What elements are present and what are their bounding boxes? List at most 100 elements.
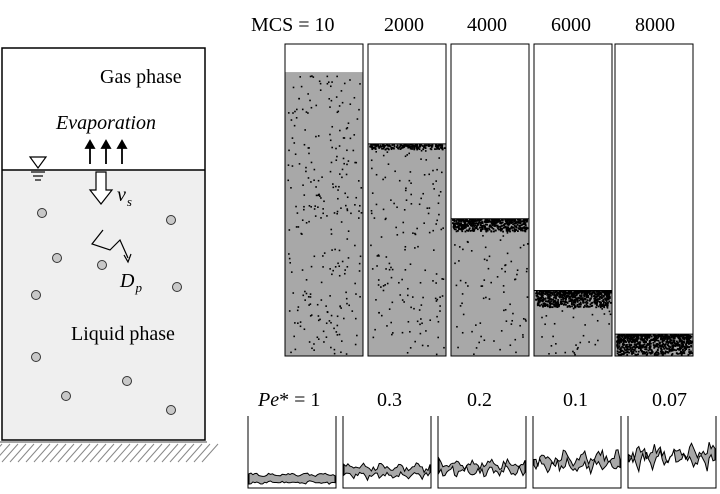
hatch-stroke xyxy=(25,443,43,463)
liquid-fill xyxy=(451,218,529,356)
time-panel-0 xyxy=(284,43,364,357)
hatch-stroke xyxy=(169,443,187,463)
particle-dots xyxy=(541,292,612,356)
hatch-stroke xyxy=(89,443,107,463)
panel-background xyxy=(533,416,621,488)
hatch-stroke xyxy=(1,443,19,463)
time-panel-2 xyxy=(450,43,530,357)
container-outline xyxy=(1,47,206,441)
liquid-phase-label: Liquid phase xyxy=(71,323,175,345)
hatch-stroke xyxy=(17,443,35,463)
panel-frame xyxy=(614,43,694,357)
particle-dots xyxy=(370,145,445,356)
evaporation-arrows xyxy=(84,139,128,164)
pe-label-1: 0.3 xyxy=(377,389,402,411)
time-panel-1 xyxy=(367,43,447,357)
hatch-stroke xyxy=(121,443,139,463)
pe-label-4: 0.07 xyxy=(652,389,687,411)
pe-panel-0 xyxy=(247,416,337,489)
time-evolution: MCS = 10 2000 4000 6000 8000 xyxy=(251,14,694,357)
hatch-stroke xyxy=(33,443,51,463)
mcs-label-1: 2000 xyxy=(384,14,424,36)
particle xyxy=(61,391,71,401)
diffusion-path xyxy=(91,229,132,264)
hatch-stroke xyxy=(57,443,75,463)
particle xyxy=(52,253,62,263)
panel-frame xyxy=(247,416,337,489)
diffusion-symbol: Dp xyxy=(119,270,142,295)
time-panels xyxy=(284,43,694,357)
pe-panel-2 xyxy=(437,416,527,489)
panel-frame xyxy=(342,416,432,489)
time-panel-3 xyxy=(533,43,613,357)
liquid-fill xyxy=(368,143,446,356)
hatch-stroke xyxy=(49,443,67,463)
mcs-label-2: 4000 xyxy=(467,14,507,36)
panel-background xyxy=(343,416,431,488)
panel-frame xyxy=(450,43,530,357)
pe-label-2: 0.2 xyxy=(467,389,492,411)
particle xyxy=(37,208,47,218)
panel-frame xyxy=(533,43,613,357)
hatch-lines xyxy=(0,441,219,463)
hatch-stroke xyxy=(41,443,59,463)
water-level-symbol xyxy=(28,156,48,181)
hatch-stroke xyxy=(153,443,171,463)
panel-frame xyxy=(437,416,527,489)
particle xyxy=(166,405,176,415)
liquid-fill xyxy=(285,72,363,356)
hatch-stroke xyxy=(105,443,123,463)
mcs-label-0: MCS = 10 xyxy=(251,14,335,36)
particle xyxy=(166,215,176,225)
hatch-stroke xyxy=(201,443,219,463)
schematic: Gas phase Evaporation vs Dp Liquid phase xyxy=(0,47,219,463)
time-panel-4 xyxy=(614,43,694,357)
deposit-layer xyxy=(438,456,526,478)
hatch-stroke xyxy=(137,443,155,463)
deposit-layer xyxy=(628,442,716,474)
hatch-stroke xyxy=(97,443,115,463)
pe-panels xyxy=(247,416,717,489)
evaporation-label: Evaporation xyxy=(55,112,156,134)
particle xyxy=(31,352,41,362)
mcs-label-3: 6000 xyxy=(551,14,591,36)
deposit-layer xyxy=(248,472,336,485)
gas-phase-label: Gas phase xyxy=(100,66,182,88)
mcs-label-4: 8000 xyxy=(635,14,675,36)
panel-background xyxy=(438,416,526,488)
pe-label-3: 0.1 xyxy=(563,389,588,411)
pe-panel-4 xyxy=(627,416,717,489)
crust-layer xyxy=(615,333,693,356)
particle xyxy=(172,282,182,292)
particle xyxy=(122,376,132,386)
hatch-stroke xyxy=(81,443,99,463)
particle-dots xyxy=(287,75,363,355)
particle xyxy=(31,290,41,300)
hatch-stroke xyxy=(113,443,131,463)
liquid-region xyxy=(2,170,205,440)
hatch-stroke xyxy=(0,443,11,457)
particle xyxy=(97,260,107,270)
hatch-stroke xyxy=(193,443,211,463)
hatch-stroke xyxy=(185,443,203,463)
settling-velocity-arrow xyxy=(88,171,114,205)
hatch-stroke xyxy=(65,443,83,463)
deposit-layer xyxy=(343,462,431,482)
ground-hatch xyxy=(0,442,207,460)
velocity-symbol: vs xyxy=(117,184,132,209)
panel-frame xyxy=(532,416,622,489)
deposit-layer xyxy=(533,448,621,476)
schematic-particles xyxy=(31,208,182,415)
crust-layer xyxy=(368,143,446,151)
hatch-stroke xyxy=(145,443,163,463)
hatch-stroke xyxy=(9,443,27,463)
crust-layer xyxy=(534,289,612,309)
crust-layer xyxy=(451,218,529,233)
hatch-stroke xyxy=(177,443,195,463)
pe-panel-3 xyxy=(532,416,622,489)
hatch-stroke xyxy=(161,443,179,463)
panel-frame xyxy=(367,43,447,357)
panel-frame xyxy=(627,416,717,489)
panel-background xyxy=(615,44,693,356)
